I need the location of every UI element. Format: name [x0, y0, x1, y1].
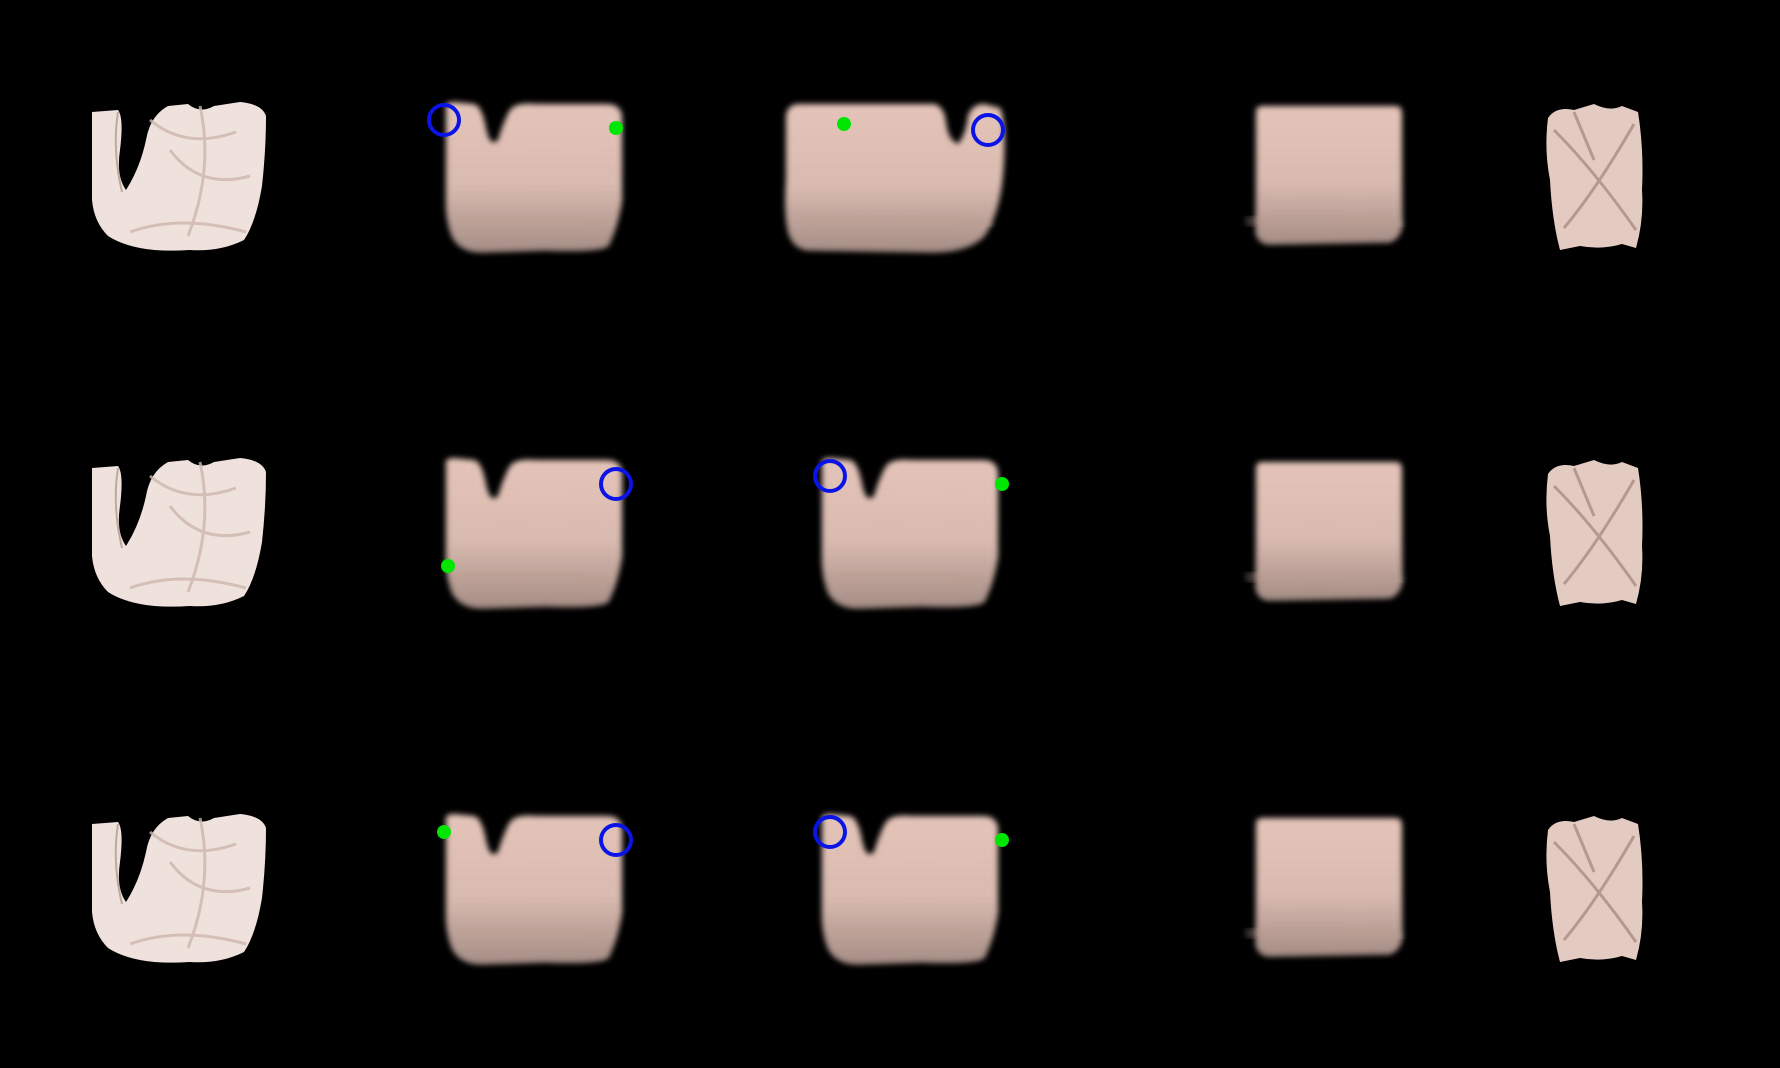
row-2-cell-5 [1424, 356, 1780, 712]
place-point-icon [437, 825, 451, 839]
pick-point-icon [427, 103, 461, 137]
real-folded-image [1546, 460, 1643, 606]
predicted-image [813, 458, 1009, 608]
pick-point-icon [599, 823, 633, 857]
row-3-cell-3 [712, 712, 1068, 1068]
place-point-icon [441, 559, 455, 573]
pick-point-icon [813, 815, 847, 849]
row-1-cell-1 [0, 0, 356, 356]
crumpled-cloth-icon [92, 102, 266, 251]
row-2-cell-4 [1068, 356, 1424, 712]
real-folded-image [1546, 104, 1643, 250]
place-point-icon [837, 117, 851, 131]
real-crumpled-image [92, 102, 266, 251]
folded-cloth-icon [1546, 104, 1643, 250]
predicted-image [813, 814, 1009, 964]
row-3-cell-5 [1424, 712, 1780, 1068]
predicted-cloth-shape [445, 814, 622, 964]
row-1-cell-5 [1424, 0, 1780, 356]
predicted-image [427, 102, 623, 252]
row-3-cell-4 [1068, 712, 1424, 1068]
row-3-cell-1 [0, 712, 356, 1068]
real-folded-image [1546, 816, 1643, 962]
predicted-image [785, 104, 1005, 252]
crumpled-cloth-icon [92, 814, 266, 963]
predicted-cloth-shape [821, 458, 998, 608]
place-point-icon [609, 121, 623, 135]
predicted-flat-image [1245, 106, 1403, 244]
predicted-image [437, 814, 633, 964]
predicted-cloth-shape [1245, 462, 1403, 600]
row-2-cell-3 [712, 356, 1068, 712]
predicted-cloth-shape [445, 458, 622, 608]
predicted-cloth-shape [1245, 818, 1403, 956]
predicted-cloth-shape [445, 102, 622, 252]
row-1-cell-3 [712, 0, 1068, 356]
real-crumpled-image [92, 458, 266, 607]
predicted-flat-image [1245, 462, 1403, 600]
place-point-icon [995, 477, 1009, 491]
crumpled-cloth-icon [92, 458, 266, 607]
row-2-cell-2 [356, 356, 712, 712]
predicted-image [441, 458, 633, 608]
pick-point-icon [599, 467, 633, 501]
folded-cloth-icon [1546, 460, 1643, 606]
row-1-cell-4 [1068, 0, 1424, 356]
row-3-cell-2 [356, 712, 712, 1068]
predicted-flat-image [1245, 818, 1403, 956]
predicted-cloth-shape [821, 814, 998, 964]
predicted-cloth-shape [1245, 106, 1403, 244]
folded-cloth-icon [1546, 816, 1643, 962]
pick-point-icon [813, 459, 847, 493]
pick-point-icon [971, 113, 1005, 147]
real-crumpled-image [92, 814, 266, 963]
row-2-cell-1 [0, 356, 356, 712]
place-point-icon [995, 833, 1009, 847]
predicted-cloth-shape [785, 104, 1005, 252]
row-1-cell-2 [356, 0, 712, 356]
